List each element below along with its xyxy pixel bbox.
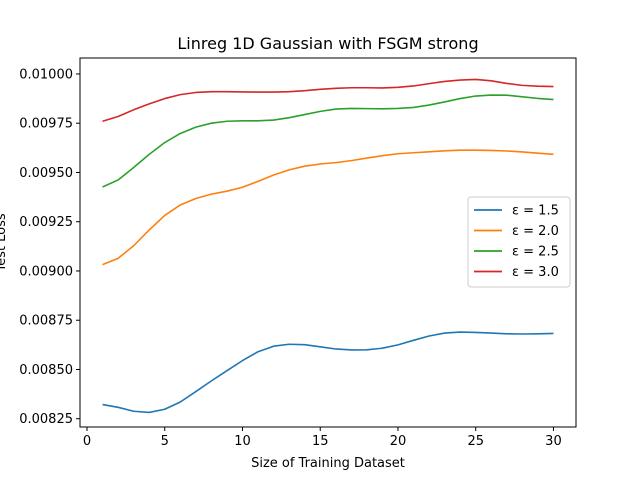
x-tick-label: 25: [467, 434, 484, 449]
series-line-1: [102, 331, 554, 414]
x-tick-label: 0: [83, 434, 91, 449]
legend-label: ε = 2.5: [512, 245, 559, 260]
series-line-2: [102, 149, 554, 266]
x-tick-label: 15: [312, 434, 329, 449]
y-tick-label: 0.00950: [19, 166, 73, 181]
ticks-layer: 0 5 10 15 20 25 30 0.00825 0.00850 0.00875 0.00900…: [19, 67, 561, 449]
y-tick-label: 0.00900: [19, 264, 73, 279]
x-tick-label: 5: [161, 434, 169, 449]
y-tick-label: 0.00925: [19, 215, 73, 230]
y-axis-label: Test Loss: [0, 213, 9, 272]
legend-label: ε = 3.0: [512, 265, 559, 280]
y-tick-label: 0.00825: [19, 412, 73, 427]
series-line-3: [102, 94, 554, 188]
legend-label: ε = 2.0: [512, 224, 559, 239]
legend-box: [467, 196, 571, 288]
x-axis-label: Size of Training Dataset: [251, 456, 405, 471]
legend-label: ε = 1.5: [512, 204, 559, 219]
x-tick-label: 20: [390, 434, 407, 449]
x-tick-label: 30: [545, 434, 562, 449]
legend: ε = 1.5 ε = 2.0 ε = 2.5 ε = 3.0: [467, 196, 571, 288]
plot-frame: [79, 57, 577, 428]
series-line-4: [102, 78, 554, 123]
y-tick-label: 0.00975: [19, 117, 73, 132]
y-tick-label: 0.00850: [19, 363, 73, 378]
y-tick-label: 0.01000: [19, 67, 73, 82]
chart-title: Linreg 1D Gaussian with FSGM strong: [177, 34, 478, 53]
x-tick-label: 10: [234, 434, 251, 449]
y-tick-label: 0.00875: [19, 314, 73, 329]
series-layer: [102, 78, 554, 414]
